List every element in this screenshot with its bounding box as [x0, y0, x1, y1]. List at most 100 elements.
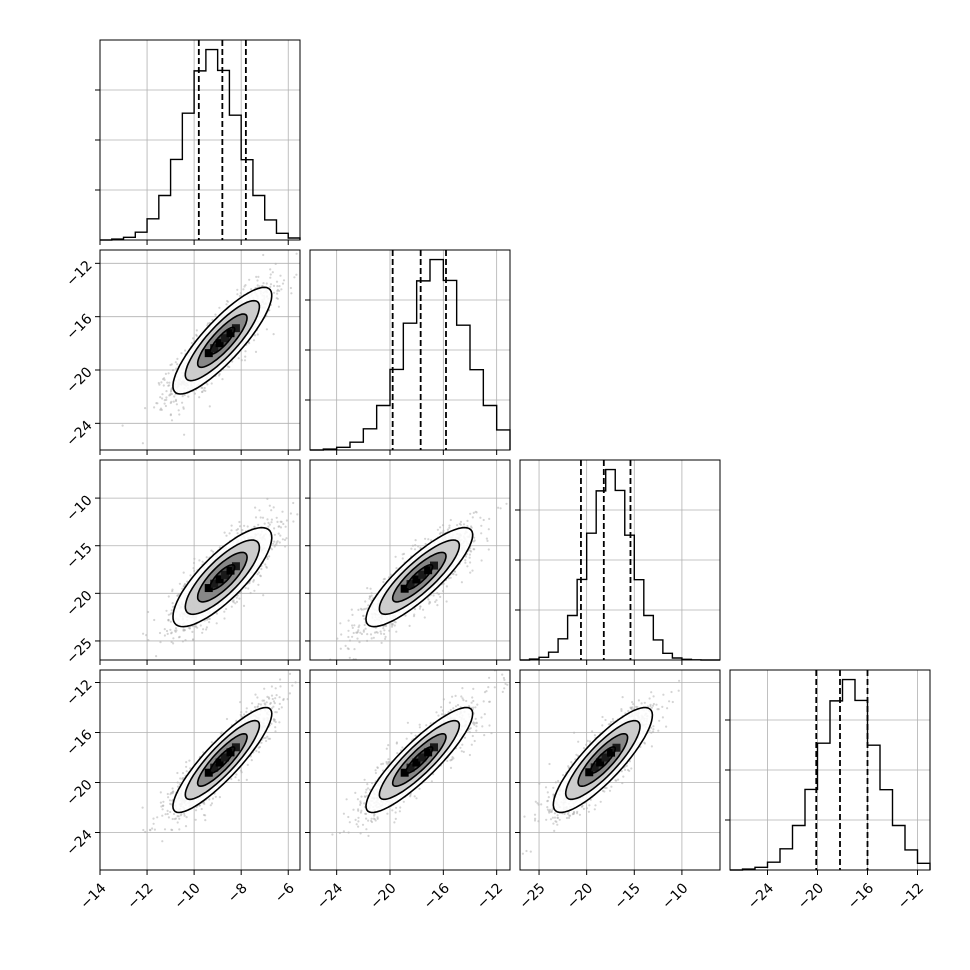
- scatter-point: [272, 284, 276, 287]
- scatter-point: [228, 365, 231, 369]
- scatter-point: [363, 623, 366, 627]
- scatter-point: [442, 529, 445, 532]
- scatter-point: [205, 626, 208, 629]
- scatter-point: [471, 516, 474, 519]
- scatter-point: [269, 276, 272, 279]
- scatter-point: [165, 398, 168, 401]
- scatter-panel-p0-p3: [95, 669, 301, 875]
- scatter-point: [370, 637, 373, 640]
- scatter-point: [282, 279, 286, 282]
- scatter-point: [322, 671, 324, 673]
- scatter-point: [178, 828, 181, 831]
- scatter-point: [485, 537, 488, 540]
- scatter-point: [273, 540, 276, 543]
- contour-line: [378, 539, 461, 616]
- scatter-point: [445, 585, 448, 588]
- density-peak: [400, 584, 409, 593]
- scatter-point: [192, 561, 196, 565]
- scatter-point: [142, 632, 145, 635]
- scatter-point: [370, 592, 373, 595]
- scatter-point: [436, 604, 439, 607]
- scatter-point: [268, 523, 271, 526]
- scatter-point: [488, 517, 491, 521]
- scatter-point: [372, 636, 375, 639]
- density-peak: [226, 329, 235, 338]
- scatter-point: [242, 288, 245, 291]
- scatter-point: [225, 534, 228, 537]
- scatter-point: [274, 262, 277, 265]
- scatter-point: [255, 275, 258, 278]
- scatter-point: [274, 697, 277, 700]
- scatter-point: [253, 525, 256, 529]
- scatter-point: [402, 552, 406, 556]
- density-peak: [231, 324, 240, 333]
- scatter-point: [145, 634, 148, 637]
- scatter-point: [208, 621, 211, 624]
- contour-line: [209, 326, 236, 355]
- scatter-point: [438, 532, 441, 535]
- scatter-point: [276, 288, 279, 291]
- scatter-point: [347, 647, 350, 651]
- scatter-point: [172, 400, 175, 403]
- scatter-point: [470, 525, 473, 528]
- scatter-point: [441, 531, 444, 534]
- contour-line: [172, 526, 273, 628]
- scatter-point: [262, 282, 265, 285]
- scatter-point: [174, 361, 177, 364]
- scatter-point: [350, 608, 353, 611]
- scatter-point: [487, 548, 490, 551]
- scatter-point: [357, 608, 360, 612]
- panel-frame: [99, 249, 301, 451]
- scatter-point: [169, 628, 172, 631]
- scatter-point: [368, 597, 371, 600]
- scatter-point: [435, 599, 438, 602]
- scatter-point: [193, 557, 196, 560]
- scatter-point: [263, 522, 266, 525]
- scatter-point: [210, 549, 213, 552]
- scatter-point: [366, 639, 369, 643]
- scatter-point: [245, 707, 248, 710]
- scatter-point: [480, 559, 483, 562]
- scatter-point: [266, 497, 269, 500]
- scatter-point: [300, 261, 302, 263]
- scatter-point: [280, 288, 283, 291]
- scatter-point: [466, 519, 469, 523]
- scatter-point: [432, 594, 435, 597]
- scatter-point: [193, 569, 196, 573]
- scatter-point: [163, 634, 166, 637]
- scatter-point: [181, 640, 184, 643]
- scatter-point: [264, 563, 267, 566]
- scatter-point: [244, 350, 247, 353]
- scatter-point: [262, 253, 265, 257]
- histogram-p3: [730, 678, 931, 871]
- scatter-point: [424, 542, 427, 546]
- scatter-point: [182, 571, 185, 574]
- scatter-point: [167, 613, 170, 616]
- scatter-point: [258, 285, 261, 288]
- scatter-point: [404, 614, 407, 617]
- scatter-point: [348, 639, 352, 642]
- scatter-point: [266, 557, 269, 561]
- scatter-point: [388, 629, 391, 632]
- scatter-point: [230, 529, 233, 532]
- scatter-point: [269, 285, 272, 288]
- histogram-p2: [520, 468, 720, 661]
- scatter-point: [389, 573, 392, 576]
- scatter-point: [240, 711, 243, 714]
- scatter-point: [239, 701, 242, 704]
- scatter-point: [436, 528, 439, 531]
- scatter-point: [238, 597, 241, 600]
- scatter-point: [208, 405, 211, 408]
- scatter-point: [362, 629, 365, 632]
- scatter-point: [201, 631, 204, 634]
- scatter-point: [427, 598, 430, 601]
- scatter-point: [236, 532, 239, 535]
- scatter-point: [170, 363, 173, 366]
- scatter-point: [218, 373, 221, 376]
- scatter-point: [277, 305, 280, 308]
- scatter-point: [352, 631, 355, 635]
- scatter-point: [256, 279, 259, 282]
- scatter-point: [243, 359, 247, 362]
- scatter-point: [170, 609, 173, 612]
- scatter-point: [336, 637, 339, 640]
